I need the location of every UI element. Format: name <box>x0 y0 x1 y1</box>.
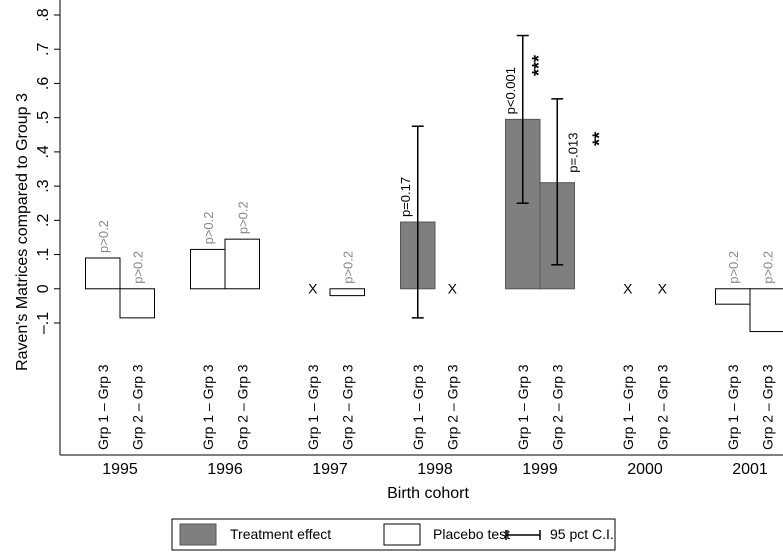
y-tick-label: .8 <box>35 8 52 21</box>
significance-stars: *** <box>529 55 549 76</box>
group-label: Grp 2 – Grp 3 <box>234 364 250 450</box>
p-value-label: p<0.001 <box>503 67 518 114</box>
missing-marker: X <box>308 280 318 296</box>
category-label: 2001 <box>732 461 768 478</box>
y-tick-label: .4 <box>35 145 52 158</box>
y-tick-label: –.1 <box>35 312 52 334</box>
y-tick-label: 0 <box>35 284 52 293</box>
p-value-label: p>0.2 <box>201 212 216 245</box>
legend-swatch <box>179 523 217 546</box>
p-value-label: p=0.17 <box>398 177 413 217</box>
bar <box>190 248 226 290</box>
group-label: Grp 1 – Grp 3 <box>620 364 636 450</box>
y-tick-label: .2 <box>35 214 52 227</box>
missing-marker: X <box>623 280 633 296</box>
category-label: 1996 <box>207 461 243 478</box>
group-label: Grp 1 – Grp 3 <box>200 364 216 450</box>
bar <box>85 257 121 290</box>
p-value-label: p>0.2 <box>760 251 775 284</box>
group-label: Grp 1 – Grp 3 <box>95 364 111 450</box>
category-label: 1997 <box>312 461 348 478</box>
p-value-label: p>0.2 <box>235 201 250 234</box>
category-label: 1995 <box>102 461 138 478</box>
x-axis-title: Birth cohort <box>387 485 469 502</box>
p-value-label: p=.013 <box>565 133 580 173</box>
p-value-label: p>0.2 <box>130 251 145 284</box>
group-label: Grp 2 – Grp 3 <box>654 364 670 450</box>
category-label: 1998 <box>417 461 453 478</box>
y-tick-label: .6 <box>35 77 52 90</box>
missing-marker: X <box>448 280 458 296</box>
y-tick-label: .7 <box>35 42 52 55</box>
legend-swatch <box>383 523 421 546</box>
p-value-label: p>0.2 <box>340 251 355 284</box>
bar <box>329 288 365 297</box>
legend-label: Placebo test <box>433 526 510 542</box>
group-label: Grp 2 – Grp 3 <box>444 364 460 450</box>
legend-label: Treatment effect <box>230 526 331 542</box>
group-label: Grp 1 – Grp 3 <box>515 364 531 450</box>
significance-stars: ** <box>589 132 609 146</box>
y-axis-title: Raven's Matrices compared to Group 3 <box>14 93 31 371</box>
group-label: Grp 2 – Grp 3 <box>759 364 775 450</box>
legend-label: 95 pct C.I. <box>550 526 614 542</box>
bar <box>715 288 751 305</box>
p-value-label: p>0.2 <box>96 220 111 253</box>
group-label: Grp 1 – Grp 3 <box>725 364 741 450</box>
category-label: 1999 <box>522 461 558 478</box>
y-tick-label: .5 <box>35 111 52 124</box>
group-label: Grp 2 – Grp 3 <box>549 364 565 450</box>
bar <box>749 288 783 333</box>
y-tick-label: .1 <box>35 248 52 261</box>
category-label: 2000 <box>627 461 663 478</box>
bar <box>224 238 260 290</box>
missing-marker: X <box>658 280 668 296</box>
p-value-label: p>0.2 <box>726 251 741 284</box>
group-label: Grp 2 – Grp 3 <box>129 364 145 450</box>
bar <box>119 288 155 319</box>
y-tick-label: .3 <box>35 179 52 192</box>
group-label: Grp 1 – Grp 3 <box>410 364 426 450</box>
group-label: Grp 2 – Grp 3 <box>339 364 355 450</box>
group-label: Grp 1 – Grp 3 <box>305 364 321 450</box>
